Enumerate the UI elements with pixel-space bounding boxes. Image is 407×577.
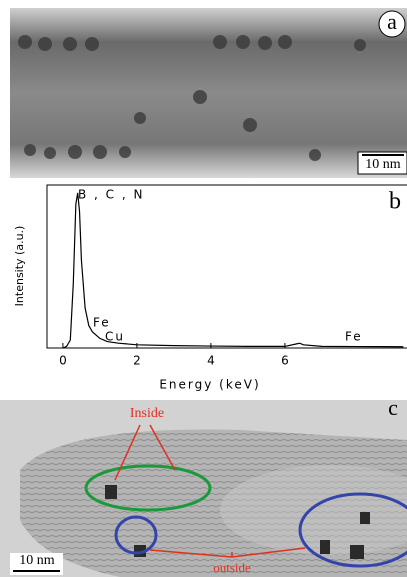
panel-label: c [388,395,398,420]
x-tick-label: 0 [59,354,67,368]
x-tick-label: 4 [207,354,215,368]
peak-annotation: Cu [105,330,125,344]
panel-a: a 10 nm [10,8,407,178]
inside-label: Inside [130,406,164,421]
x-tick-label: 2 [133,354,141,368]
scale-bar-label: 10 nm [365,157,401,172]
panel-label: b [389,189,401,215]
panel-b: b Energy (keV) Intensity (a.u.) 0 2 4 6 B , … [13,185,407,392]
panel-label: a [387,9,397,34]
spectrum-line [63,193,403,348]
scale-bar-label: 10 nm [19,553,55,568]
panel-c: Inside outside c 10 nm [0,395,407,577]
peak-annotation: B , C , N [78,188,144,202]
x-tick-label: 6 [281,354,289,368]
y-axis-label: Intensity (a.u.) [13,226,26,307]
x-axis-label: Energy (keV) [159,378,260,392]
outside-label: outside [213,560,251,575]
peak-annotation: Fe [345,330,363,344]
figure: a 10 nm b Energy (keV) Intensity (a.u.) … [0,0,407,577]
peak-annotation: Fe [93,316,111,330]
